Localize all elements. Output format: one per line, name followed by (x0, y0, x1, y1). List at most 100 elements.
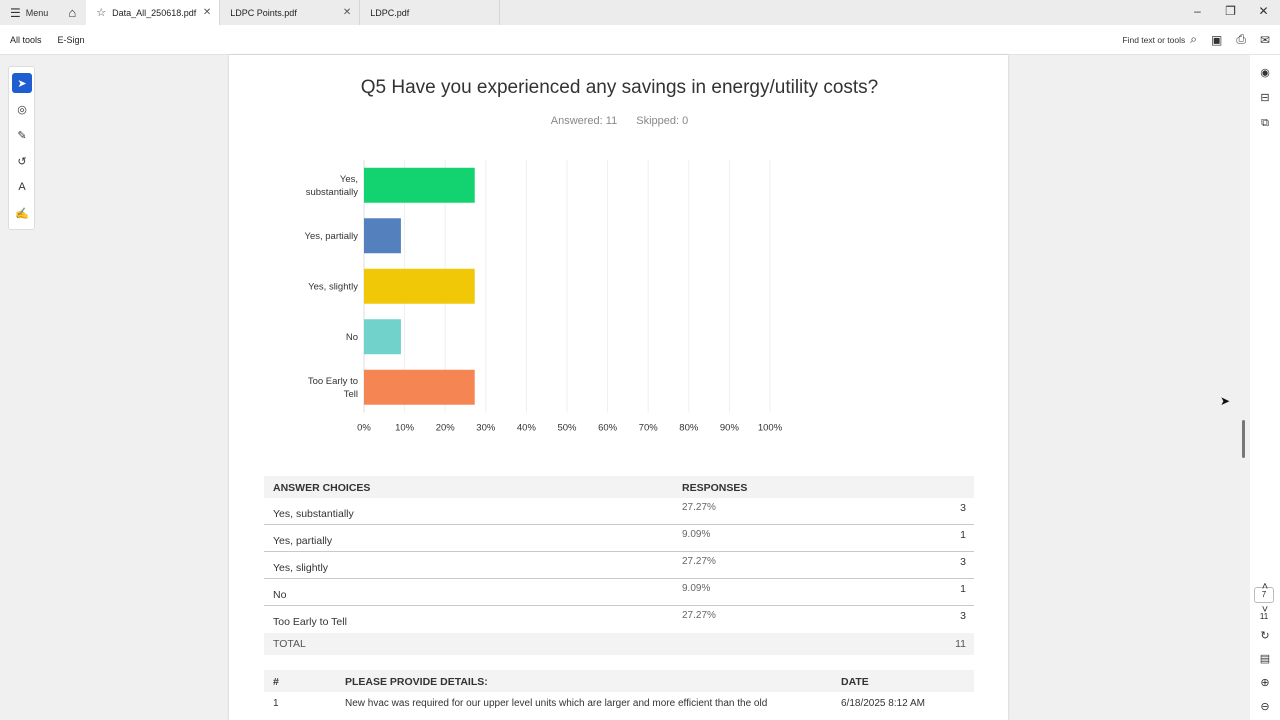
star-icon[interactable]: ☆ (96, 7, 107, 19)
refresh-icon[interactable]: ↻ (1260, 630, 1270, 642)
page-number-input[interactable]: 7 (1254, 587, 1274, 603)
esign-button[interactable]: E-Sign (57, 35, 85, 45)
mail-icon[interactable]: ✉ (1259, 32, 1270, 47)
table-row: Yes, slightly 27.27% 3 (264, 552, 974, 579)
right-side-panel: ◉ ⊟ ⧉ 7 11 ˄ ˅ ↻ ▤ ⊕ ⊖ (1250, 55, 1280, 720)
y-tick-label: No (346, 332, 358, 343)
x-tick-label: 40% (517, 423, 537, 434)
row-count: 1 (960, 583, 966, 595)
minimize-icon[interactable]: – (1194, 4, 1201, 18)
close-icon[interactable]: ✕ (202, 7, 212, 18)
total-label: TOTAL (273, 638, 306, 650)
question-title: Q5 Have you experienced any savings in e… (360, 77, 879, 98)
bar-2 (364, 218, 401, 254)
row-percent: 27.27% (682, 610, 716, 621)
sign-icon[interactable]: ✍ (15, 207, 29, 220)
table-row: Too Early to Tell 27.27% 3 (264, 606, 974, 633)
mouse-cursor-icon: ➤ (1220, 394, 1231, 408)
x-tick-label: 90% (720, 423, 740, 434)
x-tick-label: 60% (598, 423, 618, 434)
bar-1 (364, 167, 475, 203)
y-tick-label: Too Early to Tell (308, 376, 358, 400)
home-icon[interactable]: ⌂ (68, 5, 77, 20)
x-tick-label: 100% (758, 423, 783, 434)
zoom-out-icon[interactable]: ⊖ (1260, 701, 1270, 713)
table-row: Yes, substantially 27.27% 3 (264, 498, 974, 525)
bar-5 (364, 369, 475, 405)
save-icon[interactable]: ▣ (1210, 32, 1223, 47)
answered-count: Answered: 11 (550, 115, 618, 127)
row-percent: 27.27% (682, 556, 716, 567)
details-table-header: # PLEASE PROVIDE DETAILS: DATE (264, 670, 974, 692)
total-count: 11 (955, 638, 966, 650)
scrollbar-thumb[interactable] (1242, 420, 1245, 458)
select-cursor-icon[interactable]: ➤ (12, 73, 32, 93)
tab-label: LDPC.pdf (370, 7, 410, 18)
comment-icon[interactable]: ◎ (17, 103, 27, 116)
tab-ldpc-points[interactable]: LDPC Points.pdf ✕ (220, 0, 361, 25)
find-text-label: Find text or tools (1122, 34, 1186, 45)
header-details: PLEASE PROVIDE DETAILS: (345, 676, 488, 688)
close-window-icon[interactable]: ✕ (1258, 4, 1269, 18)
row-count: 3 (960, 502, 966, 514)
zoom-in-icon[interactable]: ⊕ (1260, 677, 1270, 689)
close-icon[interactable]: ✕ (342, 7, 352, 18)
row-choice: Too Early to Tell (273, 616, 347, 628)
table-row: 1 New hvac was required for our upper le… (264, 692, 974, 720)
y-tick-label: Yes, slightly (308, 281, 358, 292)
x-tick-label: 70% (639, 423, 659, 434)
answer-table-header: ANSWER CHOICES RESPONSES (264, 476, 974, 498)
tab-data-all[interactable]: ☆ Data_All_250618.pdf ✕ (86, 0, 221, 25)
window-controls: – ❐ ✕ (1181, 0, 1280, 25)
total-row: TOTAL 11 (264, 633, 974, 655)
x-tick-label: 80% (679, 423, 699, 434)
x-tick-label: 30% (476, 423, 496, 434)
bar-3 (364, 268, 475, 304)
row-choice: Yes, partially (273, 535, 333, 547)
chevron-up-icon[interactable]: ˄ (1261, 581, 1269, 593)
question-stats: Answered: 11 Skipped: 0 (229, 115, 1010, 127)
row-details: New hvac was required for our upper leve… (345, 698, 768, 709)
row-count: 3 (960, 610, 966, 622)
bookmark-icon[interactable]: ⊟ (1260, 92, 1270, 104)
find-text-button[interactable]: Find text or tools ⌕ (1122, 32, 1197, 47)
header-date: DATE (841, 676, 869, 688)
header-num: # (273, 676, 279, 688)
restore-icon[interactable]: ❐ (1225, 4, 1236, 18)
lasso-icon[interactable]: ↺ (17, 155, 27, 168)
pages-icon[interactable]: ⧉ (1261, 117, 1269, 129)
bar-chart: Yes, substantially Yes, partially Yes, slig… (304, 160, 783, 434)
pen-icon[interactable]: ✎ (17, 129, 27, 142)
x-tick-label: 10% (395, 423, 415, 434)
quick-tools-panel: ➤ ◎ ✎ ↺ A ✍ (8, 66, 35, 230)
row-percent: 9.09% (682, 583, 711, 594)
menu-label: Menu (25, 7, 49, 18)
details-table: # PLEASE PROVIDE DETAILS: DATE 1 New hva… (264, 670, 974, 720)
search-icon: ⌕ (1190, 32, 1197, 46)
hamburger-icon: ☰ (10, 5, 21, 20)
skipped-count: Skipped: 0 (636, 115, 689, 127)
tab-label: Data_All_250618.pdf (112, 7, 197, 18)
row-choice: No (273, 589, 287, 601)
table-row: Yes, partially 9.09% 1 (264, 525, 974, 552)
menu-button[interactable]: ☰ Menu (0, 0, 58, 25)
row-choice: Yes, slightly (273, 562, 329, 574)
row-date: 6/18/2025 8:12 AM (841, 698, 925, 709)
row-choice: Yes, substantially (273, 508, 354, 520)
comment-panel-icon[interactable]: ◉ (1260, 67, 1270, 79)
chevron-down-icon[interactable]: ˅ (1261, 604, 1269, 616)
text-select-icon[interactable]: A (18, 181, 26, 193)
x-tick-label: 50% (557, 423, 577, 434)
print-icon[interactable]: ⎙ (1236, 32, 1246, 46)
x-tick-label: 20% (436, 423, 456, 434)
row-num: 1 (273, 698, 279, 709)
row-count: 1 (960, 529, 966, 541)
row-percent: 9.09% (682, 529, 711, 540)
answer-table: ANSWER CHOICES RESPONSES Yes, substantia… (264, 476, 974, 655)
row-percent: 27.27% (682, 502, 716, 513)
y-tick-label: Yes, partially (304, 231, 358, 242)
toolbar: All tools E-Sign Find text or tools ⌕ ▣ … (0, 25, 1280, 55)
all-tools-button[interactable]: All tools (10, 35, 42, 45)
tab-ldpc[interactable]: LDPC.pdf (360, 0, 501, 25)
document-icon[interactable]: ▤ (1259, 653, 1271, 665)
